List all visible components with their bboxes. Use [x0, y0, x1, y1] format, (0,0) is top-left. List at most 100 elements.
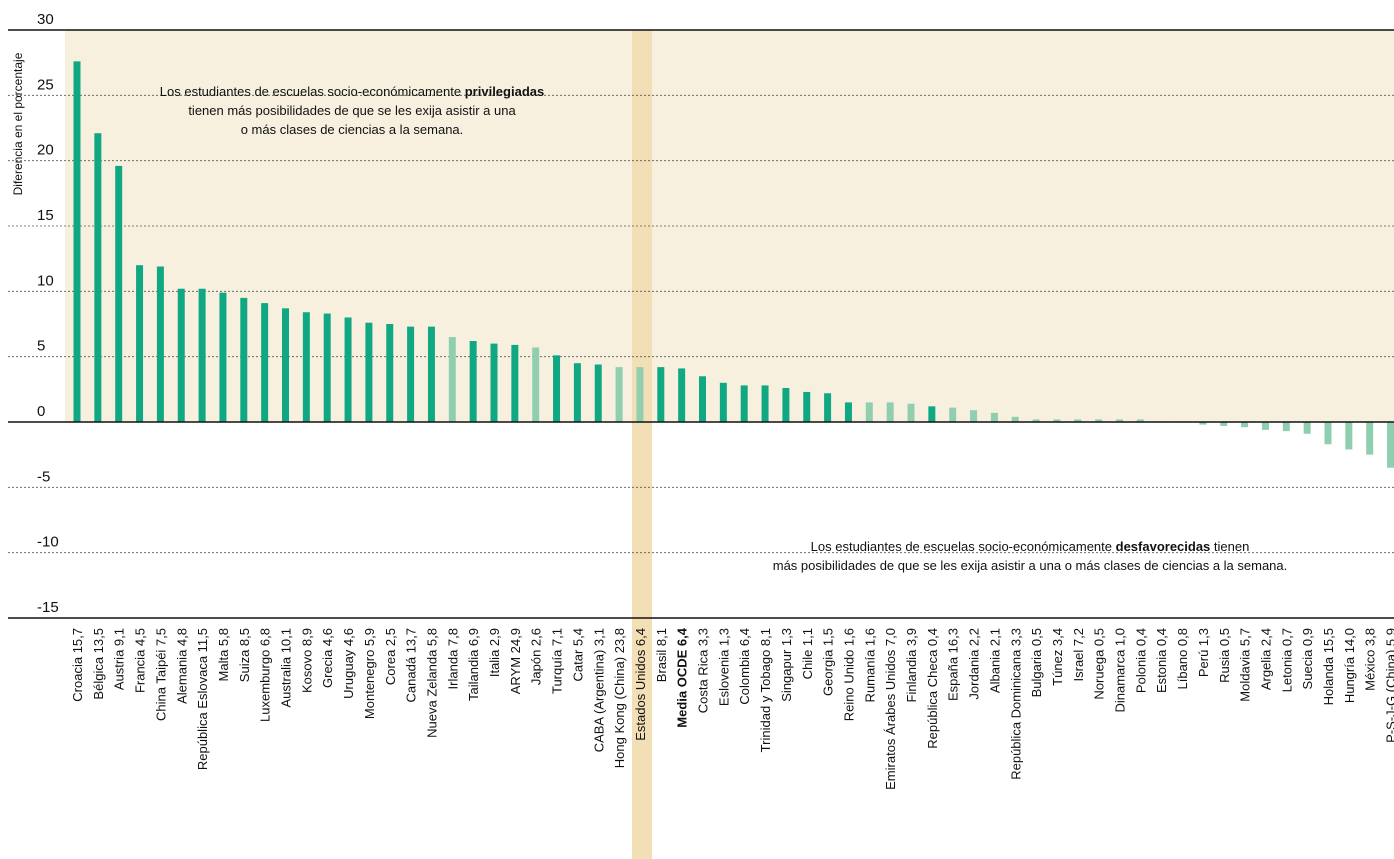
category-label: Nueva Zelanda 5,8 [424, 628, 439, 738]
category-label: Francia 4,5 [133, 628, 148, 693]
bar [407, 326, 415, 422]
bar [1032, 419, 1040, 422]
category-label: Luxemburgo 6,8 [258, 628, 273, 722]
category-label: Hong Kong (China) 23,8 [612, 628, 627, 768]
bar [678, 368, 686, 422]
bar [636, 367, 644, 422]
oecd-average-highlight [632, 30, 652, 859]
category-label: Noruega 0,5 [1092, 628, 1107, 700]
bar [427, 326, 435, 422]
category-label: Georgia 1,5 [821, 628, 836, 696]
bar [490, 343, 498, 422]
category-label: Líbano 0,8 [1175, 628, 1190, 689]
y-axis-label: Diferencia en el porcentaje [11, 52, 25, 195]
bar [865, 402, 873, 422]
category-label: República Eslovaca 11,5 [195, 628, 210, 770]
bar [928, 406, 936, 422]
gridlines [8, 94, 1394, 554]
category-label: Albania 2,1 [987, 628, 1002, 693]
category-label: Finlandia 3,9 [904, 628, 919, 702]
bar [1303, 422, 1311, 434]
bar [344, 317, 352, 422]
category-label: Canadá 13,7 [404, 628, 419, 702]
category-label: Polonia 0,4 [1133, 628, 1148, 693]
bar [532, 347, 540, 422]
y-tick-label: -10 [37, 534, 59, 551]
bar [282, 308, 289, 422]
bar [448, 337, 456, 422]
category-label: CABA (Argentina) 3,1 [591, 628, 606, 752]
category-label: República Dominicana 3,3 [1008, 628, 1023, 780]
category-label: Suiza 8,5 [237, 628, 252, 682]
category-label: Bulgaria 0,5 [1029, 628, 1044, 697]
bar [907, 403, 915, 422]
annotation-top: Los estudiantes de escuelas socio-económ… [112, 82, 592, 139]
category-label: Japón 2,6 [529, 628, 544, 685]
bar [803, 391, 811, 422]
annotation-bottom: Los estudiantes de escuelas socio-económ… [710, 537, 1350, 575]
category-label: Colombia 6,4 [737, 628, 752, 705]
bar [949, 407, 957, 422]
bar [761, 385, 769, 422]
bar [323, 313, 331, 422]
category-label: Estonia 0,4 [1154, 628, 1169, 693]
category-label: Corea 2,5 [383, 628, 398, 685]
bar [73, 61, 81, 423]
y-tick-label: -15 [37, 599, 59, 616]
category-label: Australia 10,1 [279, 628, 294, 708]
bar [1241, 422, 1249, 428]
bar [1095, 419, 1103, 422]
annotation-bottom-line1: Los estudiantes de escuelas socio-económ… [810, 539, 1250, 554]
category-label: Hungría 14,0 [1342, 628, 1357, 703]
annotation-top-line2: tienen más posibilidades de que se les e… [188, 103, 516, 118]
bar [886, 402, 894, 422]
category-label: Catar 5,4 [570, 628, 585, 681]
category-label: Uruguay 4,6 [341, 628, 356, 699]
bar [261, 303, 269, 422]
category-label: ARYM 24,9 [508, 628, 523, 694]
category-label: Turquía 7,1 [550, 628, 565, 694]
bar [1116, 419, 1123, 422]
bar [615, 367, 623, 422]
category-label: Irlanda 7,8 [445, 628, 460, 689]
category-label: Italia 2,9 [487, 628, 502, 677]
bar [1136, 419, 1144, 422]
y-axis-ticks: 30 25 20 15 10 5 0 -5 -10 -15 [37, 11, 59, 616]
bar [365, 322, 373, 422]
bar [1282, 422, 1290, 432]
category-label: China Taipéi 7,5 [153, 628, 168, 721]
y-tick-label: 5 [37, 338, 45, 355]
bar [136, 265, 144, 422]
category-label: Brasil 8,1 [654, 628, 669, 682]
category-labels: Croacia 15,7 Bélgica 13,5 Austria 9,1 Franc… [70, 627, 1394, 790]
category-label: Austria 9,1 [112, 628, 127, 690]
category-label: Moldavia 5,7 [1238, 628, 1253, 702]
bar [594, 364, 602, 422]
category-label: Kosovo 8,9 [299, 628, 314, 693]
category-label: Tailandia 6,9 [466, 628, 481, 701]
category-label: Letonia 0,7 [1279, 628, 1294, 692]
category-label: Costa Rica 3,3 [696, 628, 711, 713]
bar [1011, 416, 1019, 422]
category-label: Trinidad y Tobago 8,1 [758, 628, 773, 752]
category-label: Argelia 2,4 [1258, 628, 1273, 690]
bar [469, 340, 477, 422]
bar [1074, 419, 1082, 422]
bar [657, 367, 665, 422]
category-label: Media OCDE 6,4 [675, 627, 690, 727]
bar [1345, 422, 1353, 450]
category-label: Eslovenia 1,3 [716, 628, 731, 706]
bar [1199, 422, 1207, 425]
annotation-top-line1: Los estudiantes de escuelas socio-económ… [159, 84, 545, 99]
bar [1053, 419, 1061, 422]
category-label: Croacia 15,7 [70, 628, 85, 702]
bar [177, 288, 185, 422]
bar [1261, 422, 1269, 430]
category-label: Singapur 1,3 [779, 628, 794, 702]
category-label: Perú 1,3 [1196, 628, 1211, 677]
category-label: Holanda 15,5 [1321, 628, 1336, 705]
category-label: Chile 1,1 [800, 628, 815, 679]
category-label: P-S-J-G (China) 5,9 [1384, 628, 1394, 743]
annotation-bottom-line2: más posibilidades de que se les exija as… [772, 558, 1288, 573]
